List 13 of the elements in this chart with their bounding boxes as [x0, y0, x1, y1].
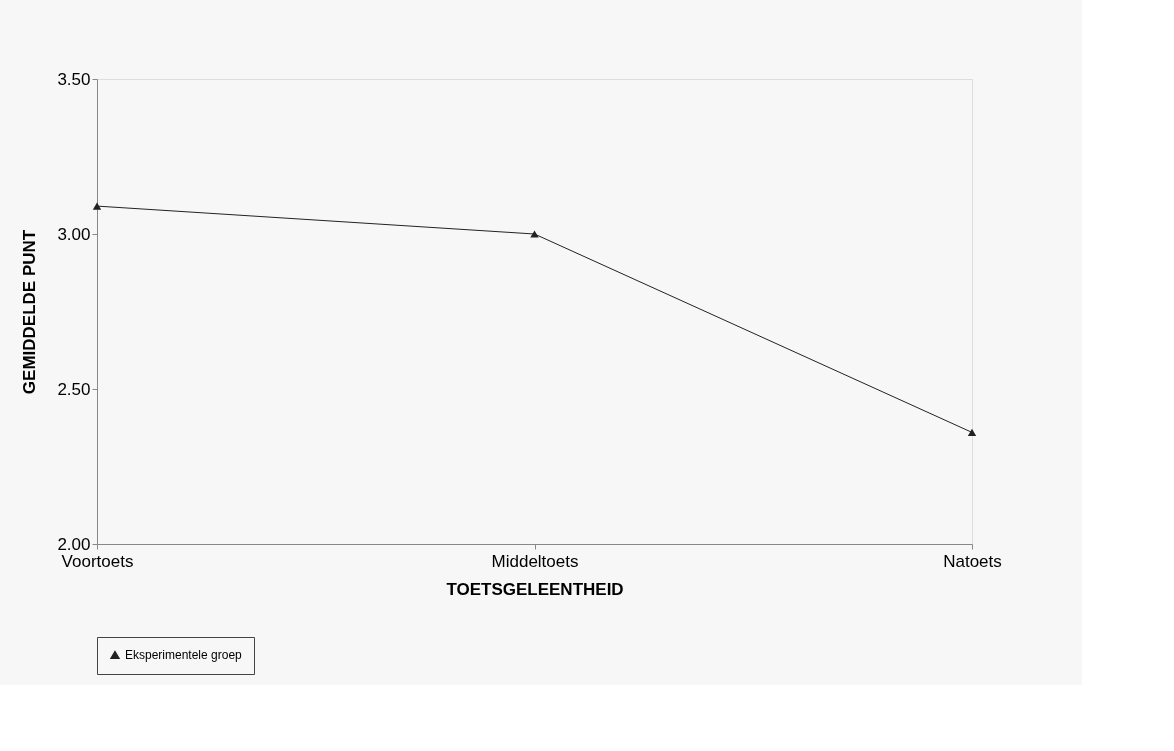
point — [530, 230, 539, 238]
y-tick-label: 2.00 — [57, 534, 91, 554]
point — [92, 202, 102, 210]
y-tick-label: 3.50 — [57, 69, 91, 89]
y-tick-label: 3.00 — [57, 224, 91, 244]
y-axis-title: GEMIDDELDE PUNT — [20, 229, 40, 395]
y-tick-label: 2.50 — [57, 379, 91, 399]
legend-label: Eksperimentele groep — [125, 648, 243, 662]
point — [967, 428, 977, 437]
x-tick-label: Voortoets — [61, 551, 134, 571]
x-tick-label: Middeltoets — [491, 551, 579, 571]
x-axis-title: TOETSGELEENTHEID — [446, 579, 624, 599]
x-tick-label: Natoets — [943, 551, 1002, 571]
